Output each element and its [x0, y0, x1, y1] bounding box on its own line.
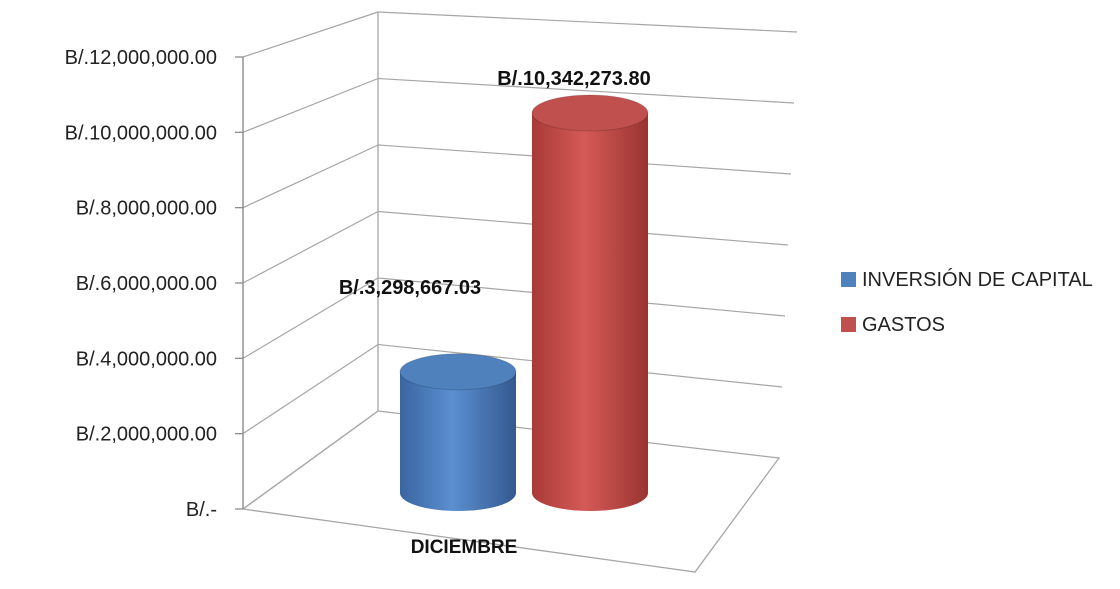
bar-top — [399, 353, 517, 391]
bar-inversion-de-capital — [399, 353, 517, 511]
bars — [399, 94, 649, 511]
gridline-back — [377, 11, 798, 33]
y-tick-label: B/.12,000,000.00 — [65, 47, 217, 69]
legend-swatch — [841, 272, 856, 287]
legend: INVERSIÓN DE CAPITAL GASTOS — [841, 268, 1093, 336]
data-label: B/.3,298,667.03 — [339, 277, 481, 299]
y-tick-label: B/.8,000,000.00 — [76, 198, 217, 220]
legend-label: GASTOS — [862, 314, 945, 336]
legend-swatch — [841, 317, 856, 332]
data-label: B/.10,342,273.80 — [497, 68, 650, 90]
y-tick-label: B/.4,000,000.00 — [76, 348, 217, 370]
category-label: DICIEMBRE — [411, 537, 518, 558]
bar-body — [532, 113, 648, 511]
gridline-side — [242, 11, 379, 58]
gridline-side — [242, 144, 379, 209]
gridline-side — [242, 277, 379, 359]
bar-gastos — [531, 94, 649, 511]
bar-body — [400, 371, 516, 511]
category-labels: DICIEMBRE — [411, 537, 518, 558]
y-tick-label: B/.- — [186, 499, 217, 521]
legend-label: INVERSIÓN DE CAPITAL — [862, 268, 1093, 291]
bar-top — [531, 94, 649, 132]
y-axis-tick-labels: B/.- B/.2,000,000.00 B/.4,000,000.00 B/.6,0… — [65, 47, 217, 521]
legend-item: INVERSIÓN DE CAPITAL — [841, 268, 1093, 291]
data-labels: B/.3,298,667.03 B/.10,342,273.80 — [339, 68, 651, 299]
legend-item: GASTOS — [841, 314, 945, 336]
y-tick-label: B/.2,000,000.00 — [76, 424, 217, 446]
gridline-side — [242, 343, 379, 435]
y-tick-label: B/.10,000,000.00 — [65, 122, 217, 144]
gridline-back — [377, 77, 795, 104]
gridline-side — [242, 210, 379, 284]
gridline-side — [242, 77, 379, 133]
y-tick-label: B/.6,000,000.00 — [76, 273, 217, 295]
axes — [235, 12, 781, 573]
floor-outline — [241, 410, 781, 573]
